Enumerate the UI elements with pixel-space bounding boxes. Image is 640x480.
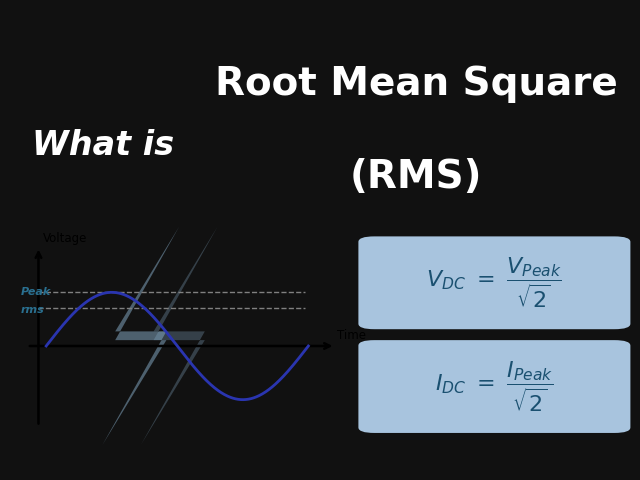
FancyBboxPatch shape [358, 340, 630, 433]
FancyBboxPatch shape [358, 236, 630, 329]
Text: (RMS): (RMS) [349, 157, 483, 196]
Text: $I_{DC}\ =\ \dfrac{I_{Peak}}{\sqrt{2}}$: $I_{DC}\ =\ \dfrac{I_{Peak}}{\sqrt{2}}$ [435, 359, 554, 414]
Text: Root Mean Square: Root Mean Square [214, 65, 618, 104]
Text: rms: rms [21, 305, 45, 315]
Polygon shape [102, 227, 179, 445]
Text: Peak: Peak [21, 288, 51, 297]
Text: Time: Time [337, 329, 366, 342]
Text: What is: What is [32, 130, 174, 162]
Text: $V_{DC}\ =\ \dfrac{V_{Peak}}{\sqrt{2}}$: $V_{DC}\ =\ \dfrac{V_{Peak}}{\sqrt{2}}$ [426, 255, 563, 310]
Text: Voltage: Voltage [43, 232, 88, 245]
Polygon shape [141, 227, 218, 445]
